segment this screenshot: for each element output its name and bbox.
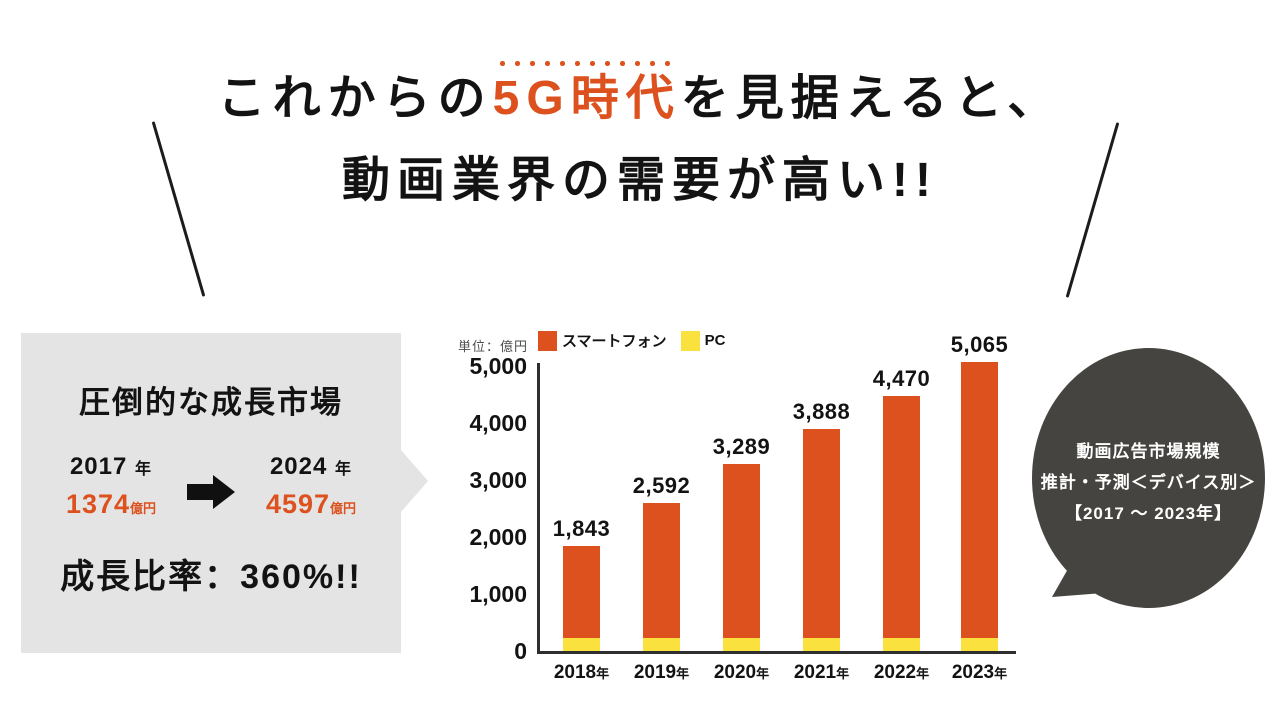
y-axis-label: 0: [514, 638, 527, 664]
bar-value-label: 4,470: [872, 366, 931, 392]
headline-5g-highlight: 5G時代: [492, 72, 681, 125]
bar-chart: 単位：億円 スマートフォン PC 5,000 4,000 3,000 2,000 1,0…: [450, 328, 1035, 700]
growth-comparison: 2017 年 1374億円 2024 年 4597億円: [21, 453, 401, 520]
bar-2019年: [643, 503, 680, 651]
bubble-line-2: 推計・予測＜デバイス別＞: [1040, 473, 1257, 492]
speech-bubble-tail-icon: [1052, 553, 1116, 597]
headline-line1-post: を見据えると、: [680, 72, 1063, 125]
x-axis-label: 2022年: [873, 662, 930, 683]
growth-to: 2024 年 4597億円: [251, 453, 371, 520]
bar-value-label: 3,888: [792, 399, 851, 425]
plot-area: 5,000 4,000 3,000 2,000 1,000 0 1,843 2018年 2,59…: [469, 332, 1016, 683]
speech-bubble: 動画広告市場規模 推計・予測＜デバイス別＞ 【2017 ～ 2023年】: [1032, 348, 1265, 608]
speech-bubble-text: 動画広告市場規模 推計・予測＜デバイス別＞ 【2017 ～ 2023年】: [1032, 436, 1265, 529]
growth-from-amount: 1374: [65, 489, 131, 519]
growth-from: 2017 年 1374億円: [51, 453, 171, 520]
legend-label-pc: PC: [704, 332, 726, 349]
headline-line1-pre: これからの: [217, 72, 493, 125]
chart-unit-label: 単位：億円: [458, 339, 529, 354]
x-axis-label: 2020年: [713, 662, 770, 683]
speech-bubble-shape: [1032, 348, 1265, 608]
headline-line1: これからの5G時代を見据えると、: [0, 58, 1280, 140]
legend-item-pc: PC: [680, 330, 726, 351]
bar-pc-segment: [803, 637, 840, 651]
headline-line2: 動画業界の需要が高い!!: [342, 154, 938, 207]
y-axis-label: 1,000: [469, 581, 527, 607]
legend-swatch-smartphone-icon: [538, 330, 557, 351]
growth-from-year-suffix: 年: [135, 461, 153, 478]
bar-value-label: 5,065: [950, 332, 1009, 358]
bar-pc-segment: [643, 637, 680, 651]
legend-swatch-pc-icon: [680, 330, 700, 351]
bar-value-label: 2,592: [632, 473, 691, 499]
x-axis-label: 2021年: [793, 662, 850, 683]
growth-to-unit: 億円: [330, 501, 357, 516]
growth-to-year-suffix: 年: [335, 461, 353, 478]
growth-to-amount: 4597: [265, 489, 331, 519]
panel-pointer-icon: [401, 450, 428, 512]
bar-value-label: 3,289: [712, 433, 771, 459]
growth-from-year-num: 2017: [69, 453, 128, 480]
growth-to-year: 2024 年: [251, 453, 371, 481]
bar-2020年: [723, 463, 760, 651]
bar-2023年: [961, 362, 998, 651]
bar-2018年: [563, 545, 600, 651]
bar-pc-segment: [723, 637, 760, 651]
legend-item-smartphone: スマートフォン: [538, 330, 667, 351]
chart-legend: 単位：億円 スマートフォン PC: [450, 328, 1035, 354]
y-axis-label: 5,000: [469, 353, 527, 379]
y-axis-label: 3,000: [469, 467, 527, 493]
bar-pc-segment: [563, 637, 600, 651]
legend-label-smartphone: スマートフォン: [562, 333, 667, 350]
growth-from-year: 2017 年: [51, 453, 171, 481]
bar-pc-segment: [961, 637, 998, 651]
headline: これからの5G時代を見据えると、 動画業界の需要が高い!!: [0, 58, 1280, 298]
bubble-line-3: 【2017 ～ 2023年】: [1064, 504, 1233, 523]
y-axis-label: 4,000: [469, 410, 527, 436]
growth-panel-title: 圧倒的な成長市場: [79, 385, 343, 420]
x-axis-label: 2023年: [951, 662, 1008, 683]
growth-to-year-num: 2024: [269, 453, 328, 480]
x-axis-label: 2019年: [633, 662, 690, 683]
growth-from-value: 1374億円: [51, 489, 171, 520]
growth-panel: 圧倒的な成長市場 2017 年 1374億円 2024 年 4597億円 成長比…: [21, 333, 428, 653]
y-axis-label: 2,000: [469, 524, 527, 550]
bar-2021年: [803, 429, 840, 651]
bar-pc-segment: [883, 637, 920, 651]
bubble-line-1: 動画広告市場規模: [1076, 442, 1221, 461]
right-arrow-icon: [187, 475, 235, 509]
legend-items: スマートフォン PC: [538, 330, 725, 351]
growth-from-unit: 億円: [130, 501, 157, 516]
x-axis-label: 2018年: [553, 662, 610, 683]
bar-2022年: [883, 396, 920, 651]
bar-value-label: 1,843: [552, 515, 611, 541]
growth-ratio-label: 成長比率：360%!!: [60, 558, 362, 596]
growth-to-value: 4597億円: [251, 489, 371, 520]
